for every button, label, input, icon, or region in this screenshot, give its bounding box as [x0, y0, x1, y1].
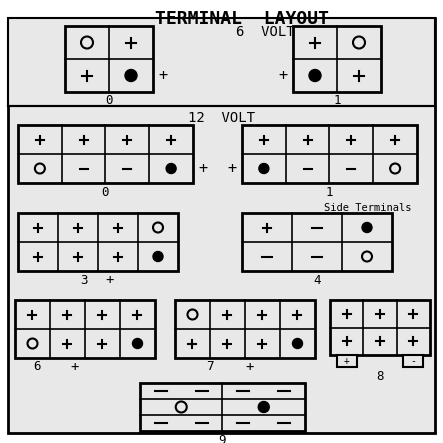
Text: TERMINAL  LAYOUT: TERMINAL LAYOUT [155, 10, 329, 28]
Circle shape [153, 252, 163, 261]
Bar [175, 300, 315, 358]
Bar [8, 18, 435, 106]
Circle shape [258, 401, 269, 412]
Circle shape [125, 70, 137, 82]
Bar [140, 383, 305, 431]
Text: 1: 1 [333, 93, 341, 106]
Text: +: + [198, 161, 208, 176]
Bar [18, 213, 178, 271]
Text: 8: 8 [376, 370, 384, 384]
Text: +: + [71, 360, 79, 374]
Bar [15, 300, 155, 358]
Text: +: + [227, 161, 237, 176]
Text: 6: 6 [33, 361, 41, 373]
Circle shape [132, 338, 143, 349]
Text: 6  VOLT: 6 VOLT [237, 25, 295, 39]
Text: +: + [246, 360, 254, 374]
Text: +: + [279, 68, 288, 83]
Bar [403, 355, 424, 367]
Circle shape [309, 70, 321, 82]
Bar [337, 355, 357, 367]
Bar [330, 300, 430, 355]
Text: Side Terminals: Side Terminals [324, 203, 412, 213]
Bar [293, 26, 381, 92]
Text: 4: 4 [313, 273, 321, 287]
Text: +: + [344, 356, 350, 366]
Bar [242, 213, 392, 271]
Text: -: - [410, 356, 416, 366]
Text: 0: 0 [105, 93, 113, 106]
Circle shape [362, 222, 372, 233]
Circle shape [259, 163, 269, 174]
Text: 3: 3 [80, 273, 88, 287]
Text: 7: 7 [206, 361, 214, 373]
Text: 1: 1 [326, 186, 333, 198]
Text: 9: 9 [219, 434, 226, 443]
Text: 12  VOLT: 12 VOLT [188, 111, 255, 125]
Bar [65, 26, 153, 92]
Circle shape [166, 163, 176, 174]
Bar [242, 125, 417, 183]
Text: +: + [159, 68, 167, 83]
Circle shape [292, 338, 303, 349]
Text: 0: 0 [102, 186, 109, 198]
Text: +: + [106, 273, 114, 287]
Bar [18, 125, 193, 183]
